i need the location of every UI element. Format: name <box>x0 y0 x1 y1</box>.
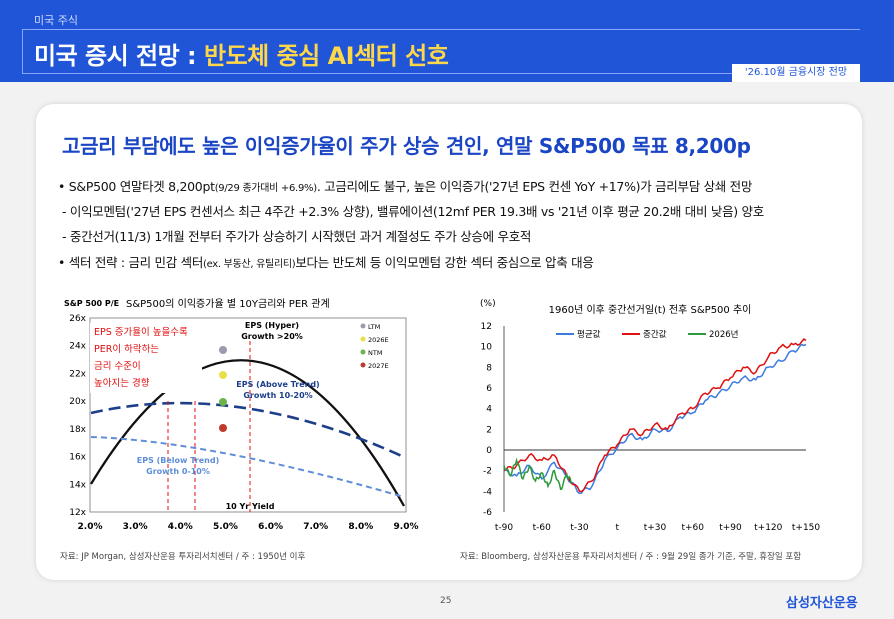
legend-label-1: 2026E <box>368 336 389 344</box>
x-tick-7: 9.0% <box>394 522 419 532</box>
y-tick-0: 12x <box>69 508 86 518</box>
legend-dot-0 <box>360 323 366 329</box>
below-trend-curve <box>90 436 405 498</box>
title-main: 미국 증시 전망 : <box>34 42 204 70</box>
bullet-4: • 섹터 전략 : 금리 민감 섹터(ex. 부동산, 유틸리티)보다는 반도체… <box>58 255 594 270</box>
legend-dot-3 <box>360 362 366 368</box>
x-tick-4: 6.0% <box>258 522 283 532</box>
dot-ntm <box>219 398 227 406</box>
label-hyper-2: Growth >20% <box>241 332 303 341</box>
x-tick-0: 2.0% <box>78 522 103 532</box>
left-legend: LTM 2026E NTM 2027E <box>360 323 389 370</box>
source-right: 자료: Bloomberg, 삼성자산운용 투자리서치센터 / 주 : 9월 2… <box>460 552 802 562</box>
right-chart-title: 1960년 이후 중간선거일(t) 전후 S&P500 추이 <box>549 304 752 316</box>
y-tick-2: 16x <box>69 453 86 463</box>
legend-dot-1 <box>360 336 366 342</box>
headline: 고금리 부담에도 높은 이익증가율이 주가 상승 견인, 연말 S&P500 목… <box>62 134 751 158</box>
r-x-tick-6: t+90 <box>719 523 742 533</box>
y-tick-labels: 12x 14x 16x 18x 20x 22x 24x 26x <box>69 314 86 518</box>
y-tick-5: 22x <box>69 369 86 379</box>
r-y-tick-9: -6 <box>483 508 492 518</box>
x-tick-2: 4.0% <box>168 522 193 532</box>
page-title: 미국 증시 전망 : 반도체 중심 AI섹터 선호 <box>34 36 449 71</box>
legend-label-3: 2027E <box>368 362 389 370</box>
label-above-2: Growth 10-20% <box>243 391 312 400</box>
x-tick-3: 5.0% <box>213 522 238 532</box>
page-number: 25 <box>440 596 452 606</box>
r-x-tick-8: t+150 <box>792 523 821 533</box>
annotation-line-2: 금리 수준이 <box>94 361 141 372</box>
y-tick-4: 20x <box>69 397 86 407</box>
annotation-bg <box>90 323 202 393</box>
r-x-tick-7: t+120 <box>754 523 783 533</box>
x-tick-5: 7.0% <box>303 522 328 532</box>
r-legend-label-2: 2026년 <box>709 329 738 340</box>
y-tick-1: 14x <box>69 480 86 490</box>
bullet-3: - 중간선거(11/3) 1개월 전부터 주가가 상승하기 시작했던 과거 계절… <box>62 229 532 244</box>
title-highlight: 반도체 중심 AI섹터 선호 <box>204 42 449 70</box>
label-above-1: EPS (Above Trend) <box>236 380 319 389</box>
label-hyper-1: EPS (Hyper) <box>245 321 299 330</box>
r-legend-label-1: 중간값 <box>643 329 667 340</box>
label-below-1: EPS (Below Trend) <box>137 456 220 465</box>
breadcrumb: 미국 주식 <box>34 14 78 27</box>
r-x-tick-1: t-60 <box>533 523 552 533</box>
r-y-tick-1: 10 <box>481 343 493 353</box>
r-y-tick-6: 0 <box>486 446 492 456</box>
bullet-1: • S&P500 연말타겟 8,200pt(9/29 종가대비 +6.9%). … <box>58 179 753 194</box>
annotation-line-0: EPS 증가율이 높을수록 <box>94 327 188 338</box>
r-y-tick-4: 4 <box>486 405 492 415</box>
r-y-tick-5: 2 <box>486 425 492 435</box>
legend-label-2: NTM <box>368 349 382 357</box>
right-chart: (%) 1960년 이후 중간선거일(t) 전후 S&P500 추이 12 10 8 6 4… <box>460 286 834 542</box>
dot-2027e <box>219 424 227 432</box>
r-x-tick-4: t+30 <box>644 523 667 533</box>
plot-frame <box>89 317 407 513</box>
y-tick-6: 24x <box>69 342 86 352</box>
series-line-1 <box>503 337 807 493</box>
dot-ltm <box>219 346 227 354</box>
r-y-tick-8: -4 <box>483 487 492 497</box>
annotation-line-1: PER이 하락하는 <box>94 343 159 355</box>
source-left: 자료: JP Morgan, 삼성자산운용 투자리서치센터 / 주 : 1950… <box>60 552 306 562</box>
series-line-2 <box>503 457 573 491</box>
x-tick-6: 8.0% <box>348 522 373 532</box>
legend-label-0: LTM <box>368 323 380 331</box>
r-y-tick-2: 8 <box>486 363 492 373</box>
r-y-tick-0: 12 <box>481 322 492 332</box>
r-y-tick-3: 6 <box>486 384 492 394</box>
title-frame <box>22 29 860 74</box>
r-y-tick-7: -2 <box>483 467 492 477</box>
y-tick-7: 26x <box>69 314 86 324</box>
annotation-line-3: 높아지는 경향 <box>94 377 150 389</box>
date-badge: '26.10월 금융시장 전망 <box>732 64 860 82</box>
y-tick-3: 18x <box>69 425 86 435</box>
x-tick-1: 3.0% <box>123 522 148 532</box>
r-x-tick-2: t-30 <box>570 523 589 533</box>
label-10y: 10 Yr Yield <box>226 502 275 511</box>
r-x-tick-3: t <box>615 523 619 533</box>
bullet-2: - 이익모멘텀('27년 EPS 컨센서스 최근 4주간 +2.3% 상향), … <box>62 204 764 219</box>
above-trend-curve <box>90 401 405 459</box>
dot-2026e <box>219 371 227 379</box>
series-line-0 <box>503 343 807 495</box>
y-axis-unit: (%) <box>480 299 496 309</box>
legend-dot-2 <box>360 349 366 355</box>
left-chart-title: S&P500의 이익증가율 별 10Y금리와 PER 관계 <box>126 298 330 310</box>
brand-logo: 삼성자산운용 <box>786 596 858 611</box>
corner-label: S&P 500 P/E <box>64 299 119 308</box>
r-legend-label-0: 평균값 <box>577 329 601 340</box>
left-chart: S&P 500 P/E S&P500의 이익증가율 별 10Y금리와 PER 관… <box>60 286 432 542</box>
x-tick-labels: 2.0% 3.0% 4.0% 5.0% 6.0% 7.0% 8.0% 9.0% <box>78 522 419 532</box>
r-x-tick-0: t-90 <box>495 523 514 533</box>
r-x-tick-5: t+60 <box>681 523 704 533</box>
label-below-2: Growth 0-10% <box>146 467 210 476</box>
